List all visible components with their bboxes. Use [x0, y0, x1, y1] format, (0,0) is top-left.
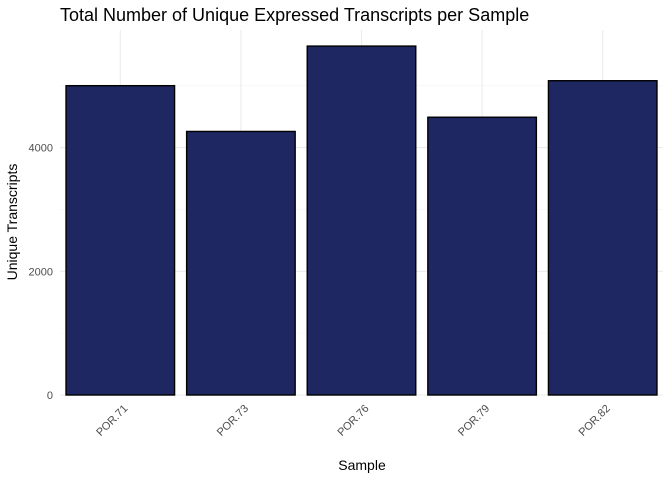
bar-por-71 [65, 84, 176, 396]
x-tick-label: POR.82 [577, 403, 613, 439]
y-tick-labels: 0 2000 4000 [29, 143, 53, 402]
y-tick-label: 2000 [29, 266, 53, 278]
x-tick-label: POR.76 [335, 403, 371, 439]
y-axis-title: Unique Transcripts [4, 164, 20, 281]
bar-por-73 [185, 130, 296, 396]
bar-por-76 [306, 45, 417, 396]
chart-title: Total Number of Unique Expressed Transcr… [60, 5, 529, 25]
x-tick-label: POR.73 [215, 403, 251, 439]
x-tick-label: POR.71 [94, 403, 130, 439]
y-tick-label: 4000 [29, 143, 53, 155]
x-tick-label: POR.79 [456, 403, 492, 439]
bar-por-82 [547, 80, 658, 396]
x-axis-title: Sample [338, 457, 386, 473]
bars [65, 45, 658, 396]
bar-por-79 [427, 116, 538, 396]
y-tick-label: 0 [47, 390, 53, 402]
x-tick-labels: POR.71 POR.73 POR.76 POR.79 POR.82 [94, 403, 613, 439]
